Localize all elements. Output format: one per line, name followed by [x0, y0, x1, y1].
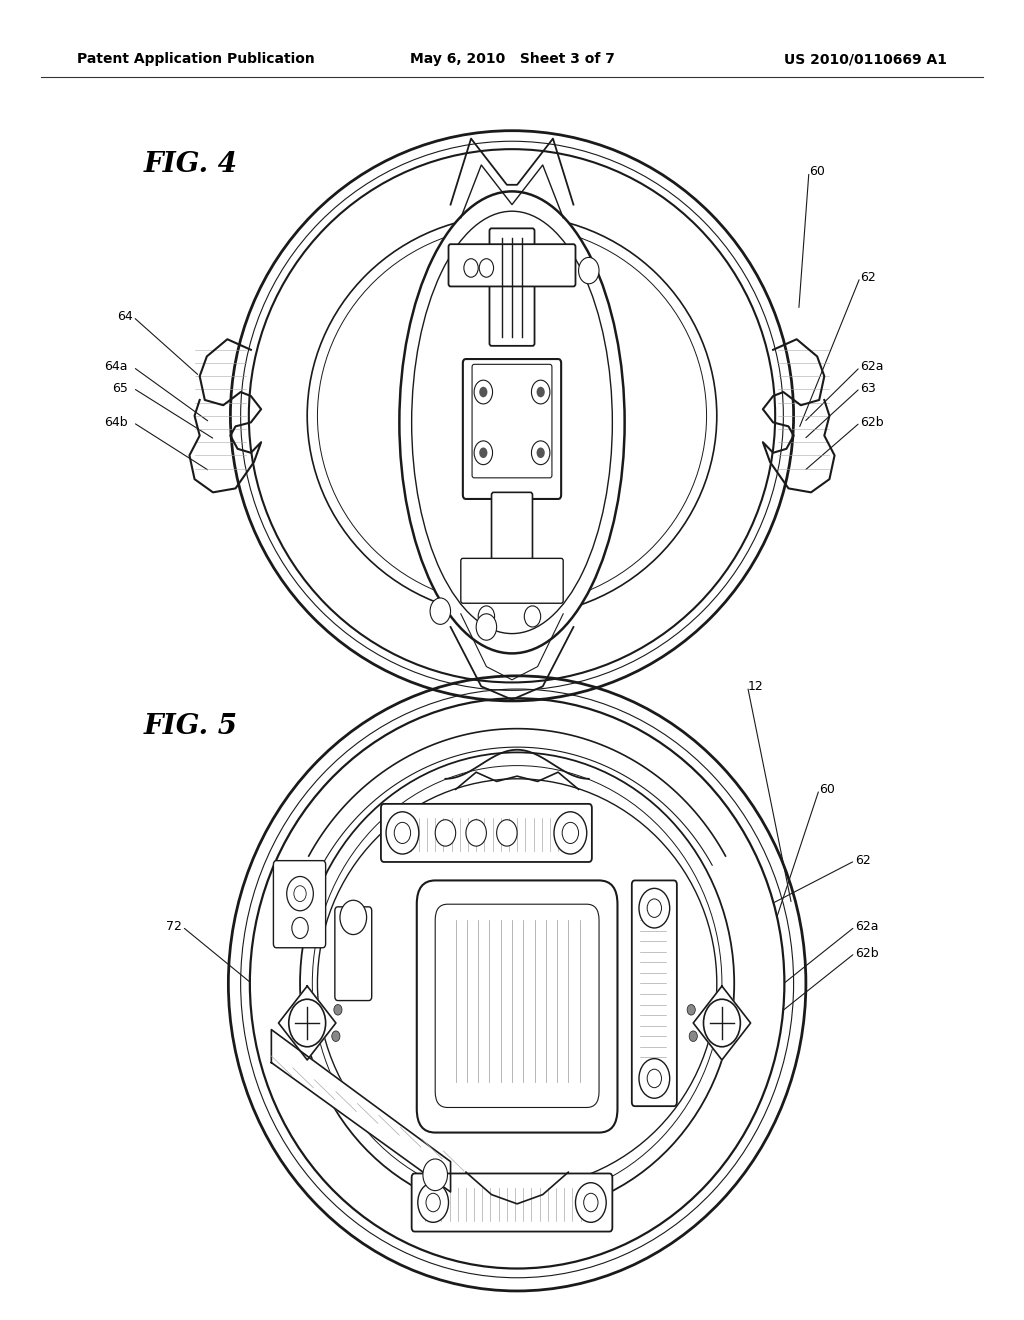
Text: 12: 12: [748, 680, 763, 693]
Circle shape: [474, 441, 493, 465]
Text: 64b: 64b: [104, 416, 128, 429]
Polygon shape: [271, 1030, 451, 1192]
Polygon shape: [693, 986, 751, 1060]
Text: 52: 52: [594, 762, 610, 775]
Text: 70: 70: [712, 957, 728, 970]
Circle shape: [332, 1031, 340, 1041]
Circle shape: [386, 812, 419, 854]
Circle shape: [292, 917, 308, 939]
Circle shape: [334, 1005, 342, 1015]
Ellipse shape: [307, 215, 717, 616]
Circle shape: [294, 886, 306, 902]
Text: May 6, 2010   Sheet 3 of 7: May 6, 2010 Sheet 3 of 7: [410, 53, 614, 66]
Circle shape: [689, 1031, 697, 1041]
Circle shape: [703, 999, 740, 1047]
Text: FIG. 4: FIG. 4: [143, 152, 238, 178]
FancyBboxPatch shape: [335, 907, 372, 1001]
Circle shape: [687, 1005, 695, 1015]
FancyBboxPatch shape: [435, 904, 599, 1107]
Circle shape: [289, 999, 326, 1047]
Text: 66: 66: [620, 1100, 635, 1113]
Text: 62: 62: [860, 271, 876, 284]
Circle shape: [537, 447, 545, 458]
FancyBboxPatch shape: [489, 228, 535, 346]
Text: Patent Application Publication: Patent Application Publication: [77, 53, 314, 66]
Text: 64a: 64a: [104, 360, 128, 374]
Circle shape: [430, 598, 451, 624]
Ellipse shape: [250, 698, 784, 1269]
Text: 38: 38: [532, 656, 549, 669]
FancyBboxPatch shape: [273, 861, 326, 948]
Circle shape: [647, 899, 662, 917]
FancyBboxPatch shape: [492, 492, 532, 570]
Circle shape: [435, 820, 456, 846]
Ellipse shape: [399, 191, 625, 653]
Circle shape: [639, 888, 670, 928]
FancyBboxPatch shape: [449, 244, 575, 286]
FancyBboxPatch shape: [417, 880, 617, 1133]
FancyBboxPatch shape: [381, 804, 592, 862]
Circle shape: [647, 1069, 662, 1088]
Circle shape: [466, 820, 486, 846]
Text: 60: 60: [819, 783, 836, 796]
Circle shape: [418, 1183, 449, 1222]
Text: 62a: 62a: [860, 360, 884, 374]
Text: 65: 65: [112, 381, 128, 395]
Text: FIG. 5: FIG. 5: [143, 713, 238, 739]
Text: 63: 63: [860, 381, 876, 395]
FancyBboxPatch shape: [461, 558, 563, 603]
Text: 62a: 62a: [855, 920, 879, 933]
FancyBboxPatch shape: [632, 880, 677, 1106]
Circle shape: [531, 441, 550, 465]
Text: 64: 64: [118, 310, 133, 323]
FancyBboxPatch shape: [472, 364, 552, 478]
Circle shape: [584, 1193, 598, 1212]
Circle shape: [579, 257, 599, 284]
Ellipse shape: [317, 779, 717, 1188]
Circle shape: [575, 1183, 606, 1222]
Circle shape: [562, 822, 579, 843]
Ellipse shape: [300, 752, 734, 1214]
Circle shape: [479, 387, 487, 397]
Circle shape: [537, 387, 545, 397]
Circle shape: [531, 380, 550, 404]
Text: 72: 72: [166, 920, 182, 933]
Circle shape: [464, 259, 478, 277]
Text: US 2010/0110669 A1: US 2010/0110669 A1: [784, 53, 947, 66]
Polygon shape: [279, 986, 336, 1060]
Circle shape: [476, 614, 497, 640]
Circle shape: [524, 606, 541, 627]
Circle shape: [340, 900, 367, 935]
Circle shape: [426, 1193, 440, 1212]
Circle shape: [479, 259, 494, 277]
Circle shape: [478, 606, 495, 627]
Ellipse shape: [249, 149, 775, 682]
Circle shape: [423, 1159, 447, 1191]
Text: 62: 62: [855, 854, 870, 867]
Circle shape: [497, 820, 517, 846]
Text: 62b: 62b: [855, 946, 879, 960]
Circle shape: [479, 447, 487, 458]
Text: 60: 60: [809, 165, 825, 178]
FancyBboxPatch shape: [463, 359, 561, 499]
FancyBboxPatch shape: [412, 1173, 612, 1232]
Circle shape: [639, 1059, 670, 1098]
Circle shape: [287, 876, 313, 911]
Circle shape: [474, 380, 493, 404]
Circle shape: [554, 812, 587, 854]
Circle shape: [394, 822, 411, 843]
Text: 62b: 62b: [860, 416, 884, 429]
